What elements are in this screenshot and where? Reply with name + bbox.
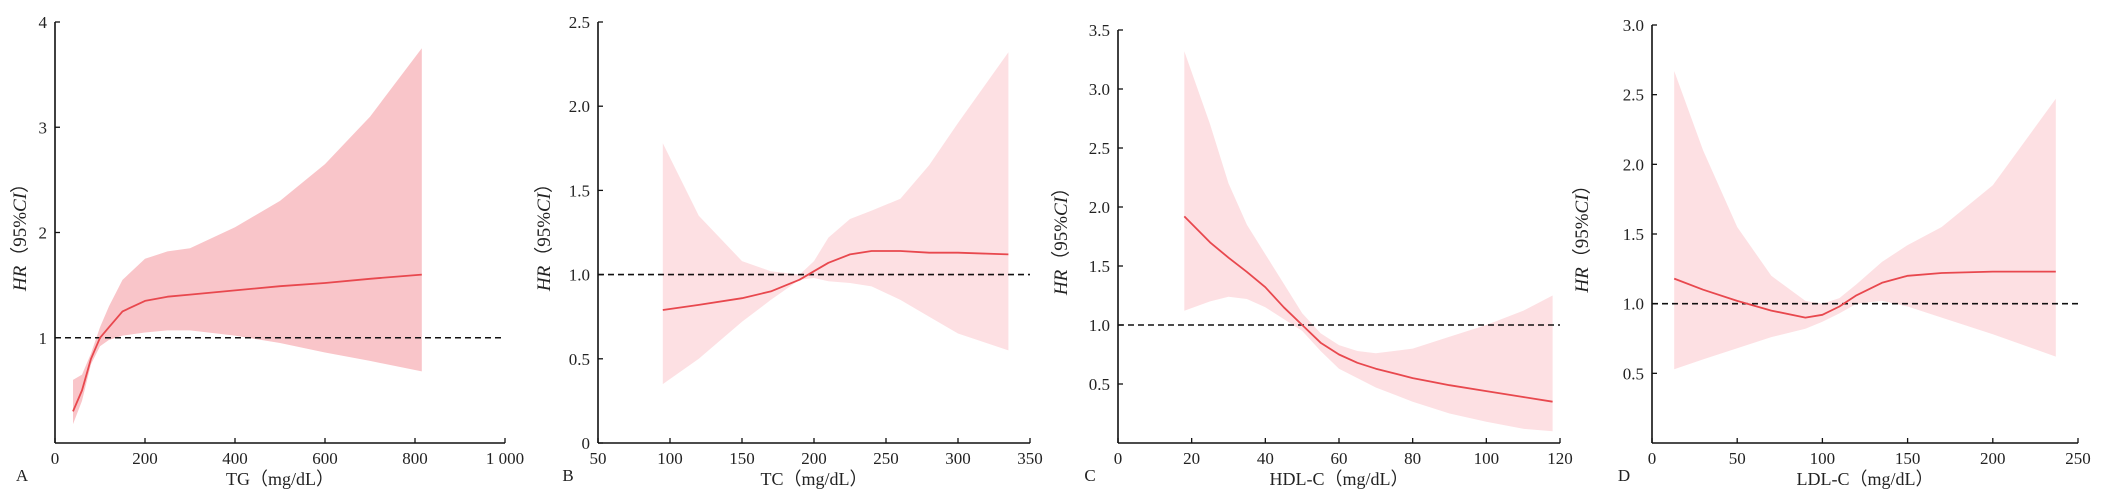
y-tick-label: 3.0 — [1623, 16, 1644, 35]
y-axis-title-ci: CI — [1051, 195, 1072, 216]
x-tick-label: 200 — [801, 449, 827, 468]
y-axis-title-close: ） — [9, 174, 31, 193]
x-tick-label: 80 — [1404, 449, 1421, 468]
x-axis-title: TG（mg/dL） — [226, 469, 334, 489]
y-tick-label: 2 — [39, 224, 48, 243]
y-tick-label: 0.5 — [1089, 375, 1110, 394]
y-tick-label: 1.0 — [569, 266, 590, 285]
x-tick-label: 20 — [1183, 449, 1200, 468]
y-tick-label: 1.5 — [1623, 225, 1644, 244]
panel-a: 0 200 400 600 800 1 000 1 2 3 4 TG（mg/dL） HR（95%CI）… — [9, 13, 524, 489]
y-axis-title-open: （95% — [1050, 216, 1072, 270]
hr-line — [662, 250, 1009, 311]
y-axis-title-close: ） — [1050, 178, 1072, 197]
x-tick-label: 150 — [1895, 449, 1921, 468]
x-tick-label: 1 000 — [486, 449, 524, 468]
y-tick-label: 4 — [39, 13, 48, 32]
y-axis-title-ci: CI — [534, 191, 555, 212]
x-tick-label: 0 — [51, 449, 60, 468]
x-tick-label: 200 — [1980, 449, 2006, 468]
x-axis-title: TC（mg/dL） — [761, 469, 868, 489]
y-axis-title: HR（95%CI） — [533, 174, 555, 292]
y-tick-label: 2.0 — [1089, 198, 1110, 217]
panel-c: 0 20 40 60 80 100 120 0.5 1.0 1.5 2.0 2.5 3.0 3.5 HDL-… — [1050, 21, 1573, 489]
y-tick-label: 0 — [582, 434, 591, 453]
y-tick-label: 1.0 — [1089, 316, 1110, 335]
hr-line — [72, 273, 422, 412]
x-tick-label: 350 — [1017, 449, 1043, 468]
panel-letter: B — [562, 466, 573, 485]
y-tick-label: 0.5 — [1623, 364, 1644, 383]
y-axis-title-hr: HR — [1572, 267, 1593, 294]
x-tick-label: 60 — [1331, 449, 1348, 468]
y-tick-label: 0.5 — [569, 350, 590, 369]
x-tick-label: 50 — [590, 449, 607, 468]
x-tick-label: 0 — [1114, 449, 1123, 468]
hr-line — [1183, 215, 1553, 403]
y-axis-title-hr: HR — [1051, 269, 1072, 296]
ci-band — [73, 48, 422, 425]
x-tick-label: 40 — [1257, 449, 1274, 468]
ci-band — [1674, 71, 2056, 370]
y-axis-title-hr: HR — [534, 265, 555, 292]
x-tick-label: 200 — [132, 449, 158, 468]
y-tick-label: 2.5 — [569, 13, 590, 32]
y-tick-label: 1.5 — [1089, 257, 1110, 276]
y-axis-title-open: （95% — [1571, 213, 1593, 267]
x-axis-title: LDL-C（mg/dL） — [1797, 469, 1934, 489]
y-tick-label: 1.5 — [569, 181, 590, 200]
x-tick-label: 250 — [873, 449, 899, 468]
x-tick-label: 400 — [222, 449, 248, 468]
ci-band — [662, 52, 1009, 385]
x-tick-label: 50 — [1729, 449, 1746, 468]
y-axis-title: HR（95%CI） — [1050, 178, 1072, 296]
y-axis-title-ci: CI — [10, 191, 31, 212]
panel-letter: A — [16, 466, 29, 485]
y-axis-title-hr: HR — [10, 265, 31, 292]
x-tick-label: 300 — [945, 449, 971, 468]
y-tick-label: 1 — [39, 329, 48, 348]
y-tick-label: 2.5 — [1089, 139, 1110, 158]
x-tick-label: 150 — [729, 449, 755, 468]
panel-letter: C — [1084, 466, 1095, 485]
x-tick-label: 120 — [1547, 449, 1573, 468]
y-axis-title: HR（95%CI） — [9, 174, 31, 292]
ci-band — [1184, 51, 1553, 432]
x-axis-title: HDL-C（mg/dL） — [1270, 469, 1409, 489]
y-axis-title-close: ） — [533, 174, 555, 193]
y-axis-title: HR（95%CI） — [1571, 175, 1593, 293]
x-tick-label: 100 — [1810, 449, 1836, 468]
y-tick-label: 1.0 — [1623, 295, 1644, 314]
x-tick-label: 600 — [312, 449, 338, 468]
panel-d: 0 50 100 150 200 250 0.5 1.0 1.5 2.0 2.5 3.0 LDL-C（m… — [1571, 16, 2091, 489]
y-axis-title-open: （95% — [533, 212, 555, 266]
y-axis-title-ci: CI — [1572, 193, 1593, 214]
y-axis-title-open: （95% — [9, 212, 31, 266]
y-tick-label: 3.0 — [1089, 80, 1110, 99]
hr-line — [1673, 270, 2056, 319]
x-tick-label: 100 — [1474, 449, 1500, 468]
y-tick-label: 2.5 — [1623, 86, 1644, 105]
x-tick-label: 250 — [2065, 449, 2091, 468]
y-tick-label: 3 — [39, 118, 48, 137]
x-tick-label: 800 — [402, 449, 428, 468]
x-tick-label: 100 — [657, 449, 683, 468]
y-tick-label: 3.5 — [1089, 21, 1110, 40]
y-tick-label: 2.0 — [569, 97, 590, 116]
panel-b: 50 100 150 200 250 300 350 0 0.5 1.0 1.5 2.0 2.5 TC（m… — [533, 13, 1043, 489]
panel-letter: D — [1618, 466, 1630, 485]
y-axis-title-close: ） — [1571, 175, 1593, 194]
y-tick-label: 2.0 — [1623, 155, 1644, 174]
x-tick-label: 0 — [1648, 449, 1657, 468]
